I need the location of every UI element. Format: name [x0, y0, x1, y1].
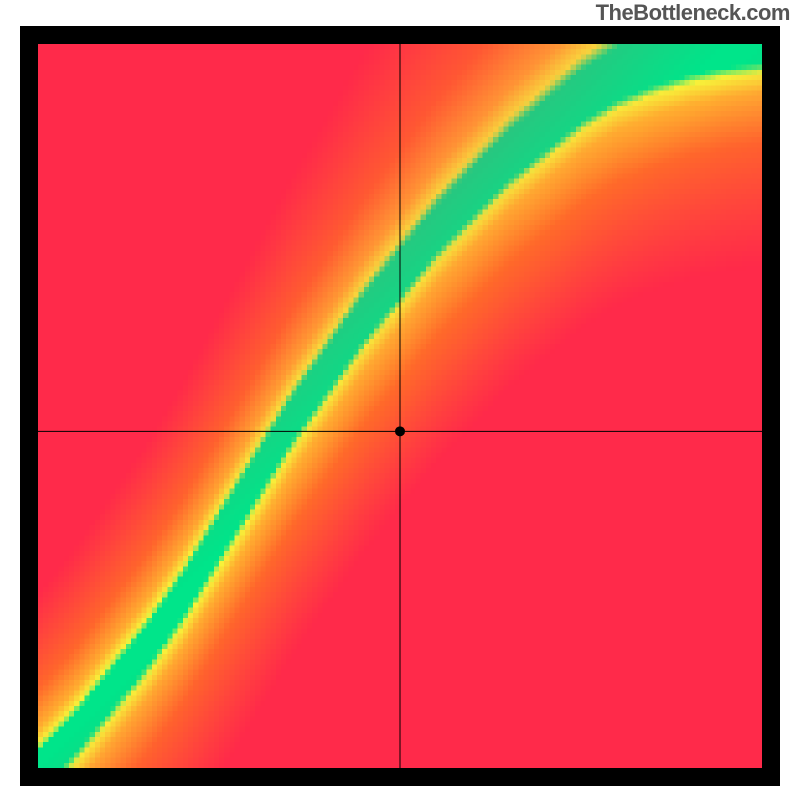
attribution-text: TheBottleneck.com — [596, 0, 790, 26]
chart-frame — [20, 26, 780, 786]
bottleneck-heatmap — [38, 44, 762, 768]
